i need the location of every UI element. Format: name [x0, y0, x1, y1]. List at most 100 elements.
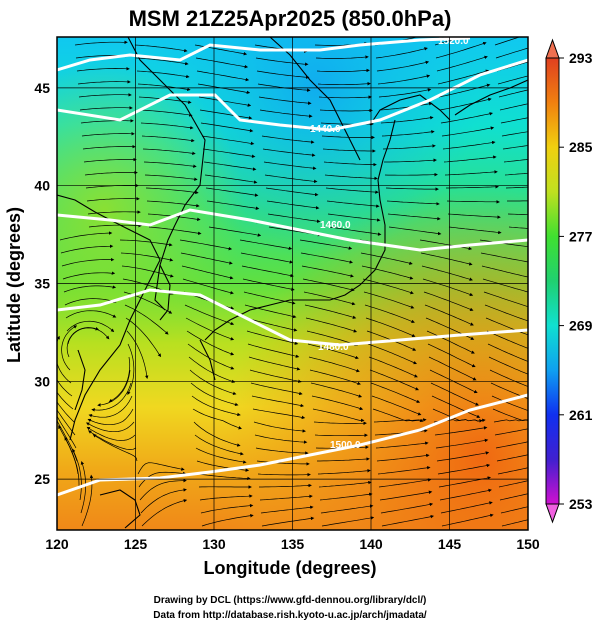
streamline	[317, 81, 371, 86]
streamline	[446, 200, 500, 204]
colorbar-tick-label: 285	[569, 139, 593, 155]
streamline	[193, 421, 241, 447]
streamline	[319, 492, 373, 501]
streamline	[493, 419, 528, 423]
x-axis-ticks: 120 125 130 135 140 145 150	[45, 536, 540, 552]
streamline	[490, 382, 528, 399]
streamline	[507, 213, 528, 216]
streamline	[370, 382, 421, 403]
streamline	[492, 408, 528, 421]
streamline	[142, 148, 196, 156]
streamline	[59, 231, 113, 241]
streamline	[57, 391, 74, 410]
streamline	[91, 382, 132, 412]
streamline	[198, 96, 252, 107]
streamline	[327, 213, 381, 222]
streamline	[423, 291, 474, 311]
streamline	[86, 196, 140, 202]
y-axis-ticks: 25 30 35 40 45	[34, 80, 50, 487]
streamline	[76, 66, 130, 72]
streamline	[57, 335, 72, 384]
streamline	[307, 343, 359, 360]
streamline	[77, 80, 131, 85]
streamline	[57, 409, 76, 436]
streamline	[299, 239, 353, 250]
streamline	[439, 97, 492, 111]
streamline	[206, 200, 260, 210]
streamline	[315, 55, 369, 59]
streamline	[323, 161, 377, 167]
streamline	[138, 471, 187, 488]
credit-data: Data from http://database.rish.kyoto-u.a…	[153, 610, 427, 621]
streamline	[484, 304, 528, 322]
streamline	[316, 68, 370, 73]
streamline	[108, 356, 131, 402]
streamline	[502, 145, 528, 150]
streamline	[146, 200, 200, 208]
streamline	[88, 223, 142, 228]
streamline	[203, 161, 257, 171]
streamline	[376, 453, 430, 462]
streamline	[497, 467, 528, 475]
streamline	[377, 74, 431, 85]
streamline	[192, 408, 242, 430]
y-tick-label: 35	[34, 276, 50, 292]
streamline	[385, 187, 439, 191]
streamline	[498, 89, 528, 98]
streamline	[190, 382, 239, 407]
streamline	[378, 478, 432, 488]
streamline	[501, 519, 528, 527]
streamline	[84, 170, 138, 176]
streamline	[141, 499, 188, 527]
streamline	[312, 408, 365, 423]
streamline	[125, 317, 162, 358]
streamline	[364, 304, 415, 323]
streamline	[80, 461, 86, 514]
plot-area: 1520.0 1440.0 1460.0 1480.0 1500.0	[57, 37, 528, 530]
streamline	[189, 369, 237, 395]
streamline	[260, 505, 314, 514]
streamline	[81, 131, 135, 137]
streamline	[126, 330, 149, 380]
streamline	[255, 57, 309, 66]
streamline	[195, 57, 249, 69]
y-tick-label: 45	[34, 80, 50, 96]
streamline	[306, 330, 358, 346]
streamline	[421, 265, 473, 281]
streamline	[184, 304, 235, 326]
streamline	[483, 291, 528, 308]
streamline	[508, 226, 528, 229]
streamline	[202, 148, 256, 158]
streamline	[119, 239, 173, 247]
streamline	[317, 469, 371, 475]
streamline	[242, 278, 295, 291]
streamline	[255, 447, 309, 455]
streamline	[387, 213, 441, 221]
streamline	[438, 83, 491, 98]
streamline	[321, 516, 375, 527]
streamline	[447, 213, 501, 219]
streamline	[208, 226, 262, 237]
streamline	[267, 213, 321, 223]
streamline	[479, 239, 528, 248]
streamline	[120, 252, 174, 262]
streamline	[487, 343, 528, 362]
height-contour-labels: 1520.0 1440.0 1460.0 1480.0 1500.0	[310, 37, 469, 451]
streamline	[121, 265, 174, 278]
streamline	[148, 226, 202, 235]
colorbar-tick-label: 293	[569, 50, 593, 66]
streamline	[191, 395, 241, 417]
streamline	[85, 421, 135, 433]
contour-label: 1480.0	[318, 342, 349, 353]
streamline	[144, 174, 198, 181]
x-axis-label: Longitude (degrees)	[203, 558, 376, 578]
streamline	[300, 252, 354, 264]
streamline	[137, 83, 191, 92]
y-tick-label: 40	[34, 178, 50, 194]
streamline	[435, 438, 489, 449]
streamline	[139, 478, 187, 501]
streamline	[79, 106, 133, 111]
streamline	[195, 447, 247, 464]
streamline	[441, 513, 494, 527]
streamline	[127, 343, 135, 395]
